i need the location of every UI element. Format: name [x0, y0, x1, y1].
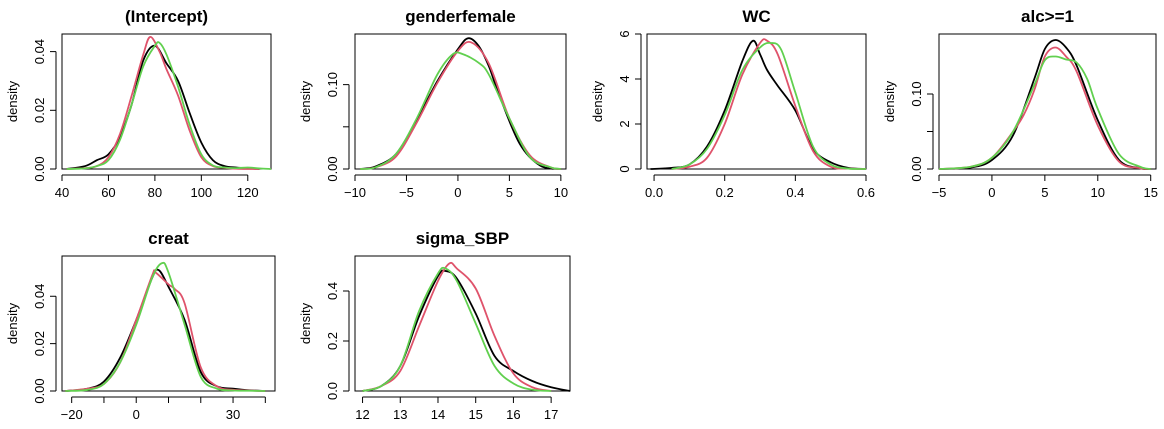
y-tick-label: 6	[617, 30, 632, 37]
x-tick-label: 0.2	[716, 185, 734, 200]
plot-frame	[938, 33, 1157, 170]
density-line-chain-3	[360, 51, 561, 170]
x-tick-label: −5	[932, 185, 947, 200]
density-line-chain-2	[65, 269, 266, 392]
y-axis-label: density	[590, 80, 605, 122]
x-tick-label: 15	[468, 407, 482, 422]
y-axis-label: density	[298, 302, 313, 344]
panel-1: (Intercept) density 40 60 80 100 120 0.00 0.02 0.…	[5, 7, 272, 200]
x-tick-label: 0.0	[645, 185, 663, 200]
x-tick-label: 0	[133, 407, 140, 422]
density-line-chain-1	[66, 44, 260, 170]
y-tick-label: 2	[617, 120, 632, 127]
x-tick-label: 16	[506, 407, 520, 422]
plot-frame	[61, 33, 272, 170]
y-tick-label: 0.00	[325, 156, 340, 181]
x-tick-label: 10	[1091, 185, 1105, 200]
panel-5: creat density −20 0 30 0.00 0.02 0.04	[5, 229, 276, 422]
density-line-chain-2	[938, 46, 1151, 170]
x-tick-label: 17	[544, 407, 558, 422]
panel-2: genderfemale density −10 −5 0 5 10 0.00 0.10	[298, 7, 568, 200]
x-tick-label: 10	[554, 185, 568, 200]
x-tick-label: 100	[190, 185, 212, 200]
y-axis-label: density	[882, 80, 897, 122]
y-tick-label: 0.0	[325, 382, 340, 400]
x-tick-label: −10	[344, 185, 366, 200]
x-tick-label: 12	[355, 407, 369, 422]
x-tick-label: 30	[226, 407, 240, 422]
x-tick-label: 40	[55, 185, 69, 200]
y-tick-label: 0.04	[32, 39, 47, 64]
panel-title: sigma_SBP	[416, 229, 510, 248]
density-line-chain-1	[938, 39, 1151, 171]
y-axis-label: density	[5, 80, 20, 122]
y-tick-label: 0.10	[909, 81, 924, 106]
y-tick-label: 0.00	[909, 156, 924, 181]
x-tick-label: 60	[101, 185, 115, 200]
density-line-chain-3	[671, 42, 867, 170]
panel-title: alc>=1	[1021, 7, 1074, 26]
x-tick-label: 0	[988, 185, 995, 200]
x-tick-label: 0	[454, 185, 461, 200]
panel-title: genderfemale	[405, 7, 516, 26]
plot-frame	[646, 33, 867, 170]
panel-4: alc>=1 density −5 0 5 10 15 0.00 0.10	[882, 7, 1158, 200]
x-tick-label: 120	[237, 185, 259, 200]
y-tick-label: 0.00	[32, 378, 47, 403]
panel-title: (Intercept)	[125, 7, 208, 26]
density-line-chain-2	[362, 261, 552, 392]
x-tick-label: 5	[506, 185, 513, 200]
density-line-chain-2	[360, 41, 561, 170]
density-line-chain-1	[65, 268, 266, 392]
density-line-chain-1	[362, 269, 571, 392]
y-tick-label: 0.00	[32, 156, 47, 181]
panel-3: WC density 0.0 0.2 0.4 0.6 0 2 4 6	[590, 7, 875, 200]
density-line-chain-2	[671, 38, 867, 170]
x-tick-label: 13	[393, 407, 407, 422]
x-tick-label: 15	[1143, 185, 1157, 200]
x-tick-label: 0.6	[857, 185, 875, 200]
y-tick-label: 0.04	[32, 284, 47, 309]
panel-title: WC	[742, 7, 770, 26]
y-tick-label: 0.02	[32, 98, 47, 123]
panel-title: creat	[148, 229, 189, 248]
x-tick-label: 0.4	[786, 185, 804, 200]
plot-frame	[354, 33, 567, 170]
x-tick-label: −20	[61, 407, 83, 422]
y-axis-label: density	[5, 302, 20, 344]
y-tick-label: 0.10	[325, 72, 340, 97]
y-tick-label: 0	[617, 165, 632, 172]
x-tick-label: −5	[399, 185, 414, 200]
y-tick-label: 0.02	[32, 331, 47, 356]
plot-frame	[61, 255, 276, 392]
y-tick-label: 0.4	[325, 282, 340, 300]
density-line-chain-1	[360, 37, 561, 170]
x-tick-label: 5	[1041, 185, 1048, 200]
density-line-chain-3	[938, 55, 1151, 170]
y-tick-label: 0.2	[325, 332, 340, 350]
x-tick-label: 14	[431, 407, 445, 422]
y-axis-label: density	[298, 80, 313, 122]
plot-frame	[354, 255, 571, 392]
density-line-chain-3	[66, 41, 272, 170]
x-tick-label: 80	[148, 185, 162, 200]
density-line-chain-3	[362, 266, 552, 392]
y-tick-label: 4	[617, 75, 632, 82]
density-line-chain-3	[65, 261, 266, 392]
density-line-chain-1	[650, 39, 867, 170]
